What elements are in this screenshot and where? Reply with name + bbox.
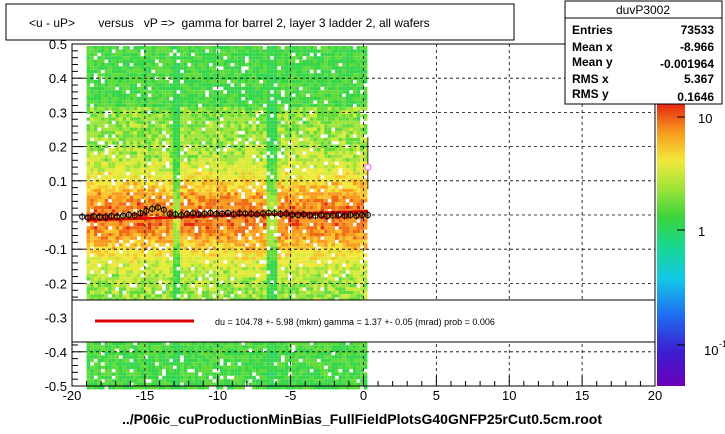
title-box: <u - uP> versus vP => gamma for barrel 2… [6, 4, 514, 40]
colorbar: 10 1 10 -1 [657, 104, 725, 386]
profile-point-outlier [365, 164, 371, 170]
chart-title: <u - uP> versus vP => gamma for barrel 2… [29, 16, 430, 30]
stats-box: duvP3002 Entries 73533 Mean x -8.966 Mea… [565, 1, 722, 104]
stats-value-mean-x: -8.966 [680, 40, 714, 54]
y-tick-label: 0 [60, 208, 67, 223]
stats-label-mean-y: Mean y [572, 55, 613, 69]
y-tick-label: 0.2 [49, 140, 67, 155]
fit-legend: du = 104.78 +- 5.98 (mkm) gamma = 1.37 +… [72, 300, 655, 342]
stats-value-mean-y: -0.001964 [660, 57, 714, 71]
stats-value-rms-y: 0.1646 [677, 90, 714, 104]
y-tick-label: -0.5 [45, 379, 67, 394]
y-tick-label: -0.4 [45, 345, 67, 360]
stats-label-mean-x: Mean x [572, 40, 613, 54]
fit-legend-text: du = 104.78 +- 5.98 (mkm) gamma = 1.37 +… [215, 317, 495, 327]
y-tick-label: 0.3 [49, 105, 67, 120]
stats-label-rms-x: RMS x [572, 72, 609, 86]
stats-name: duvP3002 [616, 3, 670, 17]
colorbar-label-exponent: -1 [719, 339, 725, 349]
stats-label-rms-y: RMS y [572, 87, 609, 101]
colorbar-label-high: 10 [698, 111, 712, 126]
y-tick-label: -0.1 [45, 242, 67, 257]
x-tick-label: 10 [502, 388, 516, 403]
y-tick-label: 0.1 [49, 174, 67, 189]
footer-filename: ../P06ic_cuProductionMinBias_FullFieldPl… [122, 411, 602, 427]
colorbar-label-low: 10 [704, 343, 718, 358]
x-tick-label: 20 [648, 388, 662, 403]
stats-value-entries: 73533 [681, 23, 715, 37]
colorbar-label-mid: 1 [698, 224, 705, 239]
x-tick-label: 0 [360, 388, 367, 403]
y-tick-label: -0.3 [45, 311, 67, 326]
x-tick-label: -15 [135, 388, 154, 403]
colorbar-gradient [657, 104, 685, 386]
stats-label-entries: Entries [572, 23, 613, 37]
x-tick-label: 5 [433, 388, 440, 403]
y-tick-label: -0.2 [45, 276, 67, 291]
x-tick-label: -10 [208, 388, 227, 403]
x-tick-label: 15 [575, 388, 589, 403]
stats-value-rms-x: 5.367 [684, 72, 714, 86]
x-tick-label: -5 [285, 388, 297, 403]
y-tick-label: 0.4 [49, 71, 67, 86]
